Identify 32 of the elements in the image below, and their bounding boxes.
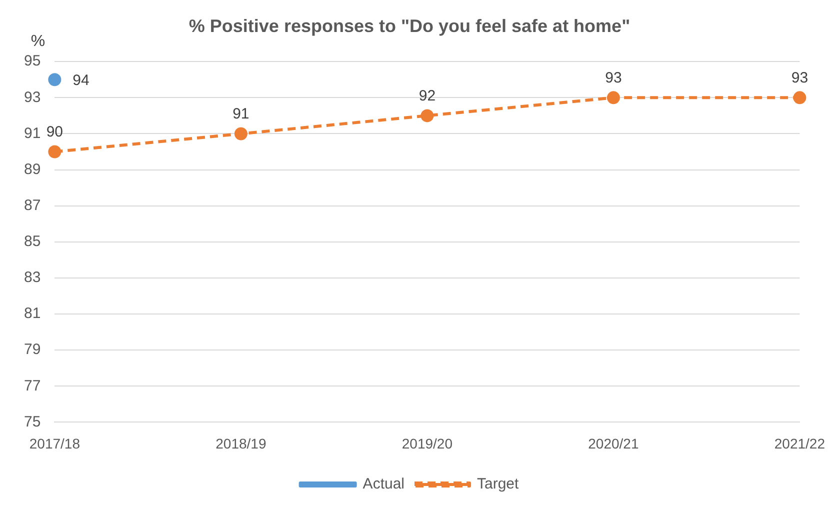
data-label: 91 xyxy=(232,105,250,122)
x-tick-label: 2017/18 xyxy=(29,435,80,452)
y-tick-label: 77 xyxy=(24,377,41,394)
y-tick-label: 93 xyxy=(24,88,41,106)
point xyxy=(793,91,806,104)
point xyxy=(48,73,62,86)
data-label: 92 xyxy=(418,87,436,104)
y-tick-label: 79 xyxy=(24,341,41,358)
point xyxy=(48,145,62,158)
y-tick-label: 89 xyxy=(24,160,41,178)
data-label: 93 xyxy=(791,69,808,86)
data-label: 93 xyxy=(605,69,622,86)
point xyxy=(420,109,434,122)
point xyxy=(234,127,248,140)
y-tick-label: 75 xyxy=(24,413,41,430)
y-tick-label: 81 xyxy=(24,305,41,322)
legend-label: Target xyxy=(477,476,520,493)
y-tick-label: 83 xyxy=(24,269,41,286)
y-tick-label: 87 xyxy=(24,196,41,214)
data-label: 90 xyxy=(46,123,64,140)
chart-title: % Positive responses to "Do you feel safe at home" xyxy=(188,16,630,36)
y-tick-label: 95 xyxy=(24,52,41,70)
y-tick-label: 91 xyxy=(24,124,41,142)
point xyxy=(606,91,620,104)
legend-label: Actual xyxy=(362,476,405,493)
x-tick-label: 2018/19 xyxy=(216,435,266,452)
x-tick-label: 2019/20 xyxy=(402,435,453,452)
x-tick-label: 2021/22 xyxy=(774,435,826,452)
y-axis-title: % xyxy=(30,33,46,50)
y-tick-label: 85 xyxy=(24,233,41,250)
data-label: 94 xyxy=(72,72,90,89)
x-tick-label: 2020/21 xyxy=(588,435,639,452)
